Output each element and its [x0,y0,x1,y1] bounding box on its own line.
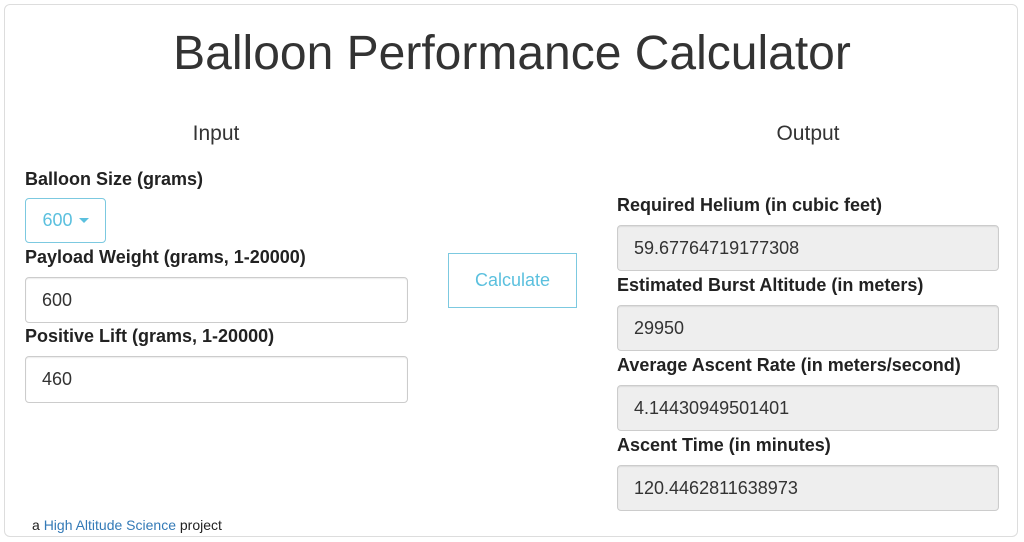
burst-altitude-label: Estimated Burst Altitude (in meters) [617,275,924,295]
positive-lift-label: Positive Lift (grams, 1-20000) [25,326,275,346]
calculate-button[interactable]: Calculate [448,253,577,308]
ascent-time-output: 120.4462811638973 [617,465,999,511]
balloon-size-value: 600 [42,210,73,230]
ascent-rate-output: 4.14430949501401 [617,385,999,431]
ascent-time-label: Ascent Time (in minutes) [617,435,831,455]
caret-down-icon [78,218,89,223]
high-altitude-science-link[interactable]: High Altitude Science [43,517,176,533]
footer-suffix: project [179,517,222,533]
required-helium-label: Required Helium (in cubic feet) [617,195,883,215]
ascent-rate-label: Average Ascent Rate (in meters/second) [617,355,961,375]
burst-altitude-output: 29950 [617,305,999,351]
footer-prefix: a [32,517,40,533]
payload-weight-input[interactable]: 600 [25,277,408,323]
payload-weight-value: 600 [42,289,73,310]
ascent-rate-value: 4.14430949501401 [634,397,790,418]
positive-lift-value: 460 [42,369,73,389]
required-helium-value: 59.67764719177308 [634,237,800,258]
required-helium-output: 59.67764719177308 [617,225,999,271]
burst-altitude-value: 29950 [634,317,685,338]
balloon-size-label: Balloon Size (grams) [25,169,204,189]
footer: a High Altitude Science project [32,517,222,533]
ascent-time-value: 120.4462811638973 [634,477,798,498]
calculator-panel [4,4,1018,537]
balloon-size-dropdown[interactable]: 600 [25,198,106,243]
payload-weight-label: Payload Weight (grams, 1-20000) [25,247,306,267]
output-heading: Output [776,122,840,145]
positive-lift-input[interactable]: 460 [25,356,408,403]
input-heading: Input [192,122,240,145]
page-title: Balloon Performance Calculator [173,27,851,80]
